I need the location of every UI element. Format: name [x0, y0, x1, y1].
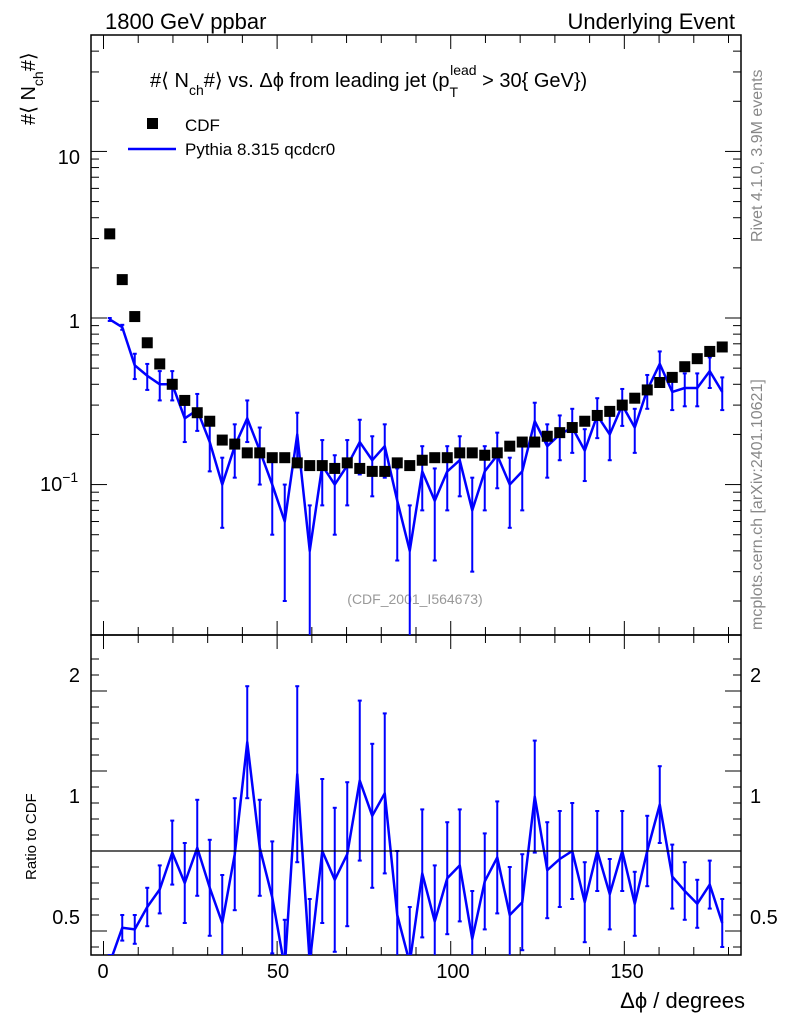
side-text-top: Rivet 4.1.0, 3.9M events [749, 69, 766, 242]
cdf-point [429, 452, 441, 464]
cdf-point [479, 449, 491, 461]
cdf-point [654, 376, 666, 388]
title-mid: #⟩ vs. Δϕ from leading jet (p [204, 70, 450, 92]
legend: CDF Pythia 8.315 qcdcr0 [128, 116, 335, 159]
cdf-point [504, 440, 516, 452]
title-post: > 30{ GeV}) [477, 70, 588, 92]
cdf-point [366, 465, 378, 477]
cdf-point [154, 358, 166, 370]
cdf-point [604, 405, 616, 417]
ratio-ytick-right-0p5: 0.5 [750, 907, 778, 929]
header-left: 1800 GeV ppbar [105, 9, 266, 34]
cdf-point [404, 460, 416, 472]
cdf-point [716, 341, 728, 353]
main-plot-data [104, 228, 728, 635]
cdf-point [166, 378, 178, 390]
cdf-point [266, 452, 278, 464]
cdf-point [579, 415, 591, 427]
cdf-point [591, 409, 603, 421]
cdf-point [491, 447, 503, 459]
ratio-plot-frame [90, 634, 742, 956]
xaxis-label: Δϕ / degrees [620, 988, 745, 1013]
analysis-watermark: (CDF_2001_I564673) [347, 591, 482, 607]
cdf-point [241, 447, 253, 459]
title-sub-ch: ch [189, 82, 204, 98]
cdf-point [341, 457, 353, 469]
cdf-point [254, 447, 266, 459]
cdf-point [316, 460, 328, 472]
title-pre: #⟨ N [150, 70, 189, 92]
cdf-point [641, 384, 653, 396]
ytick-label-0p1-base: 10 [40, 474, 62, 496]
main-title: #⟨ Nch#⟩ vs. Δϕ from leading jet (pTlead… [150, 62, 587, 100]
cdf-point [204, 415, 216, 427]
cdf-point [216, 434, 228, 446]
cdf-point [129, 311, 141, 323]
cdf-point [141, 337, 153, 349]
legend-pythia-label: Pythia 8.315 qcdcr0 [185, 140, 335, 159]
xtick-label-100: 100 [436, 961, 469, 983]
side-text-bottom: mcplots.cern.ch [arXiv:2401.10621] [749, 379, 766, 630]
cdf-point [704, 345, 716, 357]
cdf-point [279, 452, 291, 464]
ratio-ytick-1: 1 [69, 786, 80, 808]
ylabel-sub: ch [30, 71, 46, 86]
cdf-point [691, 353, 703, 365]
ratio-ytick-0p5: 0.5 [52, 907, 80, 929]
cdf-point [441, 452, 453, 464]
cdf-point [616, 399, 628, 411]
cdf-point [229, 438, 241, 450]
cdf-point [466, 447, 478, 459]
cdf-point [391, 457, 403, 469]
header-right: Underlying Event [567, 9, 735, 34]
cdf-point [541, 430, 553, 442]
cdf-point [304, 460, 316, 472]
xtick-label-150: 150 [610, 961, 643, 983]
title-sub-t: T [450, 84, 459, 100]
cdf-point [291, 457, 303, 469]
ratio-ytick-right-2: 2 [750, 665, 761, 687]
ratio-ytick-2: 2 [69, 665, 80, 687]
ytick-label-0p1-exp: −1 [62, 469, 78, 485]
xtick-label-50: 50 [267, 961, 289, 983]
cdf-point [191, 407, 203, 419]
legend-cdf-marker [147, 118, 158, 129]
ratio-plot-data [107, 685, 725, 955]
cdf-point [179, 394, 191, 406]
legend-cdf-label: CDF [185, 116, 220, 135]
cdf-point [516, 436, 528, 448]
ytick-label-10: 10 [58, 147, 80, 169]
title-sup-lead: lead [450, 62, 476, 78]
cdf-point [554, 427, 566, 439]
ratio-ytick-right-1: 1 [750, 786, 761, 808]
cdf-point [329, 462, 341, 474]
ytick-label-1: 1 [69, 311, 80, 333]
cdf-point [529, 436, 541, 448]
cdf-point [629, 392, 641, 404]
xtick-label-0: 0 [97, 961, 108, 983]
cdf-point [416, 454, 428, 466]
ratio-line [111, 740, 724, 955]
ylabel-pre: #⟨ N [18, 86, 40, 125]
top-ylabel: #⟨ Nch#⟩ [18, 52, 46, 125]
cdf-point [566, 422, 578, 434]
axis-ticks [91, 34, 741, 955]
cdf-point [354, 462, 366, 474]
ylabel-post: #⟩ [18, 52, 40, 71]
cdf-point [454, 447, 466, 459]
cdf-point [116, 274, 128, 286]
cdf-point [679, 361, 691, 373]
ytick-label-0p1: 10−1 [40, 469, 78, 496]
cdf-point [666, 371, 678, 383]
ratio-ylabel: Ratio to CDF [23, 793, 40, 880]
cdf-point [104, 228, 116, 240]
pythia-line [109, 318, 724, 553]
cdf-point [379, 465, 391, 477]
